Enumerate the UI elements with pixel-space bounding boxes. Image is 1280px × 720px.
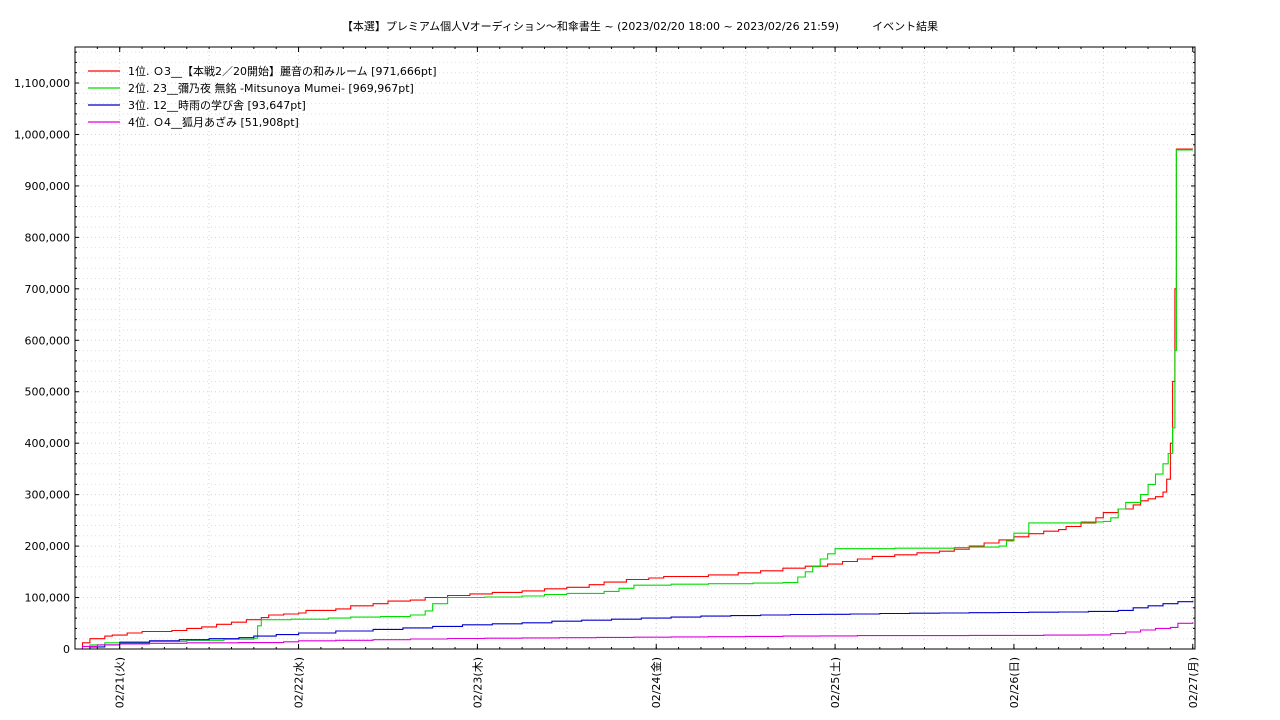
- legend-label-1: 1位. Ｏ3__【本戦2／20開始】麗音の和みルーム [971,666pt]: [128, 64, 437, 78]
- y-tick-label: 1,000,000: [14, 128, 70, 141]
- legend-label-3: 3位. 12__時雨の学び舎 [93,647pt]: [128, 98, 306, 112]
- axes-layer: 0 100,000 200,000 300,000 400,000 500,000 600,…: [14, 46, 1200, 708]
- x-tick-label: 02/24(金): [649, 657, 663, 708]
- series-line-2: [75, 149, 1193, 650]
- x-tick-label: 02/27(月): [1187, 657, 1200, 708]
- x-tick-label: 02/21(火): [114, 657, 127, 708]
- series-line-3: [75, 600, 1194, 650]
- y-tick-label: 300,000: [25, 489, 71, 502]
- y-tick-label: 100,000: [25, 592, 71, 605]
- y-tick-label: 700,000: [25, 283, 71, 296]
- y-tick-label: 600,000: [25, 334, 71, 347]
- legend-label-4: 4位. Ｏ4__狐月あざみ [51,908pt]: [128, 115, 299, 129]
- x-tick-label: 02/23(木): [471, 657, 484, 708]
- y-tick-label: 0: [63, 643, 70, 656]
- series-line-4: [75, 622, 1194, 650]
- x-tick-label: 02/22(水): [293, 657, 306, 708]
- chart-title: 【本選】プレミアム個人Vオーディション〜和傘書生 ~ (2023/02/20 1…: [341, 20, 939, 33]
- y-tick-label: 1,100,000: [14, 77, 70, 90]
- series-layer: [75, 148, 1194, 650]
- legend: 1位. Ｏ3__【本戦2／20開始】麗音の和みルーム [971,666pt] 2位…: [88, 64, 437, 129]
- y-tick-label: 800,000: [25, 231, 71, 244]
- x-tick-label: 02/26(日): [1008, 657, 1021, 708]
- plot-frame: [74, 46, 1196, 650]
- y-tick-label: 400,000: [25, 437, 71, 450]
- legend-label-2: 2位. 23__彌乃夜 無銘 -Mitsunoya Mumei- [969,96…: [128, 81, 414, 95]
- series-line-1: [75, 148, 1193, 650]
- x-tick-label: 02/25(土): [829, 657, 842, 708]
- grid-layer: [75, 47, 1195, 649]
- y-tick-label: 500,000: [25, 386, 71, 399]
- y-tick-label: 900,000: [25, 180, 71, 193]
- y-tick-label: 200,000: [25, 540, 71, 553]
